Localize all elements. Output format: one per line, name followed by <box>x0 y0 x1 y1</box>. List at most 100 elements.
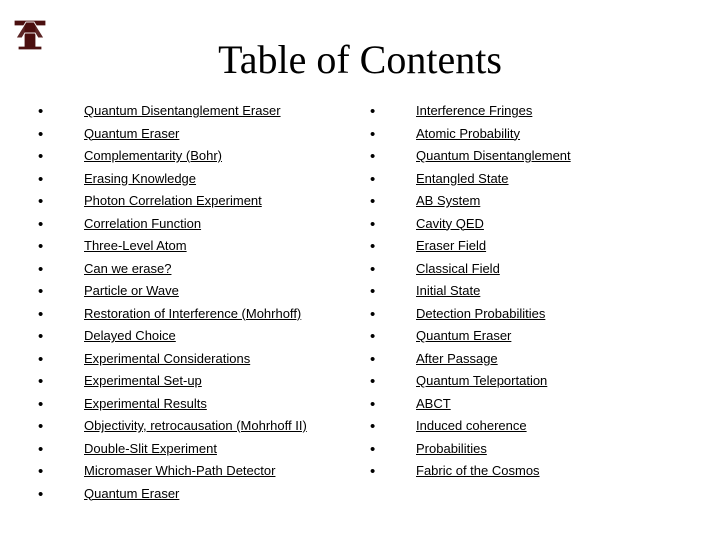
toc-item: •Quantum Teleportation <box>368 371 700 394</box>
toc-item: •AB System <box>368 191 700 214</box>
toc-link[interactable]: Quantum Eraser <box>84 124 179 144</box>
toc-link[interactable]: After Passage <box>416 349 498 369</box>
bullet-icon: • <box>36 101 84 124</box>
bullet-icon: • <box>368 191 416 214</box>
toc-item: •Can we erase? <box>36 259 368 282</box>
toc-link[interactable]: Initial State <box>416 281 480 301</box>
page-title: Table of Contents <box>0 0 720 101</box>
toc-link[interactable]: Experimental Considerations <box>84 349 250 369</box>
toc-left-column: •Quantum Disentanglement Eraser•Quantum … <box>36 101 368 506</box>
toc-item: •Experimental Results <box>36 394 368 417</box>
bullet-icon: • <box>36 484 84 507</box>
toc-link[interactable]: Quantum Eraser <box>416 326 511 346</box>
toc-link[interactable]: Photon Correlation Experiment <box>84 191 262 211</box>
toc-item: •Complementarity (Bohr) <box>36 146 368 169</box>
toc-link[interactable]: Complementarity (Bohr) <box>84 146 222 166</box>
bullet-icon: • <box>368 461 416 484</box>
toc-link[interactable]: AB System <box>416 191 480 211</box>
bullet-icon: • <box>36 461 84 484</box>
toc-link[interactable]: Quantum Eraser <box>84 484 179 504</box>
toc-item: •Classical Field <box>368 259 700 282</box>
bullet-icon: • <box>36 259 84 282</box>
toc-item: •Quantum Eraser <box>36 124 368 147</box>
bullet-icon: • <box>368 101 416 124</box>
toc-item: •Eraser Field <box>368 236 700 259</box>
toc-link[interactable]: Cavity QED <box>416 214 484 234</box>
bullet-icon: • <box>36 349 84 372</box>
bullet-icon: • <box>368 326 416 349</box>
toc-item: •After Passage <box>368 349 700 372</box>
toc-link[interactable]: Restoration of Interference (Mohrhoff) <box>84 304 301 324</box>
bullet-icon: • <box>36 416 84 439</box>
bullet-icon: • <box>368 349 416 372</box>
toc-link[interactable]: Induced coherence <box>416 416 527 436</box>
bullet-icon: • <box>368 214 416 237</box>
toc-item: •Double-Slit Experiment <box>36 439 368 462</box>
toc-link[interactable]: Delayed Choice <box>84 326 176 346</box>
toc-item: •Quantum Eraser <box>368 326 700 349</box>
bullet-icon: • <box>36 394 84 417</box>
toc-link[interactable]: Classical Field <box>416 259 500 279</box>
bullet-icon: • <box>368 146 416 169</box>
toc-item: •Quantum Disentanglement Eraser <box>36 101 368 124</box>
toc-link[interactable]: Probabilities <box>416 439 487 459</box>
toc-item: •Fabric of the Cosmos <box>368 461 700 484</box>
toc-item: •Objectivity, retrocausation (Mohrhoff I… <box>36 416 368 439</box>
toc-link[interactable]: Objectivity, retrocausation (Mohrhoff II… <box>84 416 307 436</box>
toc-link[interactable]: Particle or Wave <box>84 281 179 301</box>
bullet-icon: • <box>36 146 84 169</box>
toc-link[interactable]: Interference Fringes <box>416 101 532 121</box>
bullet-icon: • <box>36 191 84 214</box>
tamu-logo <box>8 8 52 52</box>
bullet-icon: • <box>368 281 416 304</box>
toc-link[interactable]: ABCT <box>416 394 451 414</box>
toc-right-column: •Interference Fringes•Atomic Probability… <box>368 101 700 506</box>
toc-item: •Detection Probabilities <box>368 304 700 327</box>
bullet-icon: • <box>368 416 416 439</box>
toc-item: •Quantum Eraser <box>36 484 368 507</box>
toc-item: •Quantum Disentanglement <box>368 146 700 169</box>
bullet-icon: • <box>36 326 84 349</box>
toc-item: •Initial State <box>368 281 700 304</box>
toc-item: •Probabilities <box>368 439 700 462</box>
toc-item: •Experimental Considerations <box>36 349 368 372</box>
toc-link[interactable]: Three-Level Atom <box>84 236 187 256</box>
toc-link[interactable]: Atomic Probability <box>416 124 520 144</box>
bullet-icon: • <box>36 169 84 192</box>
bullet-icon: • <box>36 281 84 304</box>
toc-link[interactable]: Quantum Teleportation <box>416 371 547 391</box>
toc-link[interactable]: Correlation Function <box>84 214 201 234</box>
toc-link[interactable]: Detection Probabilities <box>416 304 545 324</box>
bullet-icon: • <box>36 236 84 259</box>
bullet-icon: • <box>368 394 416 417</box>
toc-item: •Induced coherence <box>368 416 700 439</box>
toc-item: •Atomic Probability <box>368 124 700 147</box>
toc-item: •Particle or Wave <box>36 281 368 304</box>
toc-item: •Correlation Function <box>36 214 368 237</box>
toc-link[interactable]: Can we erase? <box>84 259 171 279</box>
toc-link[interactable]: Eraser Field <box>416 236 486 256</box>
toc-item: •Restoration of Interference (Mohrhoff) <box>36 304 368 327</box>
toc-link[interactable]: Experimental Results <box>84 394 207 414</box>
toc-link[interactable]: Fabric of the Cosmos <box>416 461 540 481</box>
toc-link[interactable]: Entangled State <box>416 169 509 189</box>
toc-link[interactable]: Erasing Knowledge <box>84 169 196 189</box>
toc-item: •Experimental Set-up <box>36 371 368 394</box>
bullet-icon: • <box>36 124 84 147</box>
bullet-icon: • <box>36 439 84 462</box>
toc-item: •Three-Level Atom <box>36 236 368 259</box>
toc-item: •Interference Fringes <box>368 101 700 124</box>
toc-link[interactable]: Quantum Disentanglement <box>416 146 571 166</box>
bullet-icon: • <box>368 124 416 147</box>
bullet-icon: • <box>36 214 84 237</box>
toc-link[interactable]: Experimental Set-up <box>84 371 202 391</box>
toc-item: •Micromaser Which-Path Detector <box>36 461 368 484</box>
toc-link[interactable]: Double-Slit Experiment <box>84 439 217 459</box>
toc-item: •Delayed Choice <box>36 326 368 349</box>
toc-link[interactable]: Micromaser Which-Path Detector <box>84 461 275 481</box>
toc-item: •Photon Correlation Experiment <box>36 191 368 214</box>
bullet-icon: • <box>36 304 84 327</box>
toc-link[interactable]: Quantum Disentanglement Eraser <box>84 101 281 121</box>
bullet-icon: • <box>368 236 416 259</box>
toc-item: •Cavity QED <box>368 214 700 237</box>
